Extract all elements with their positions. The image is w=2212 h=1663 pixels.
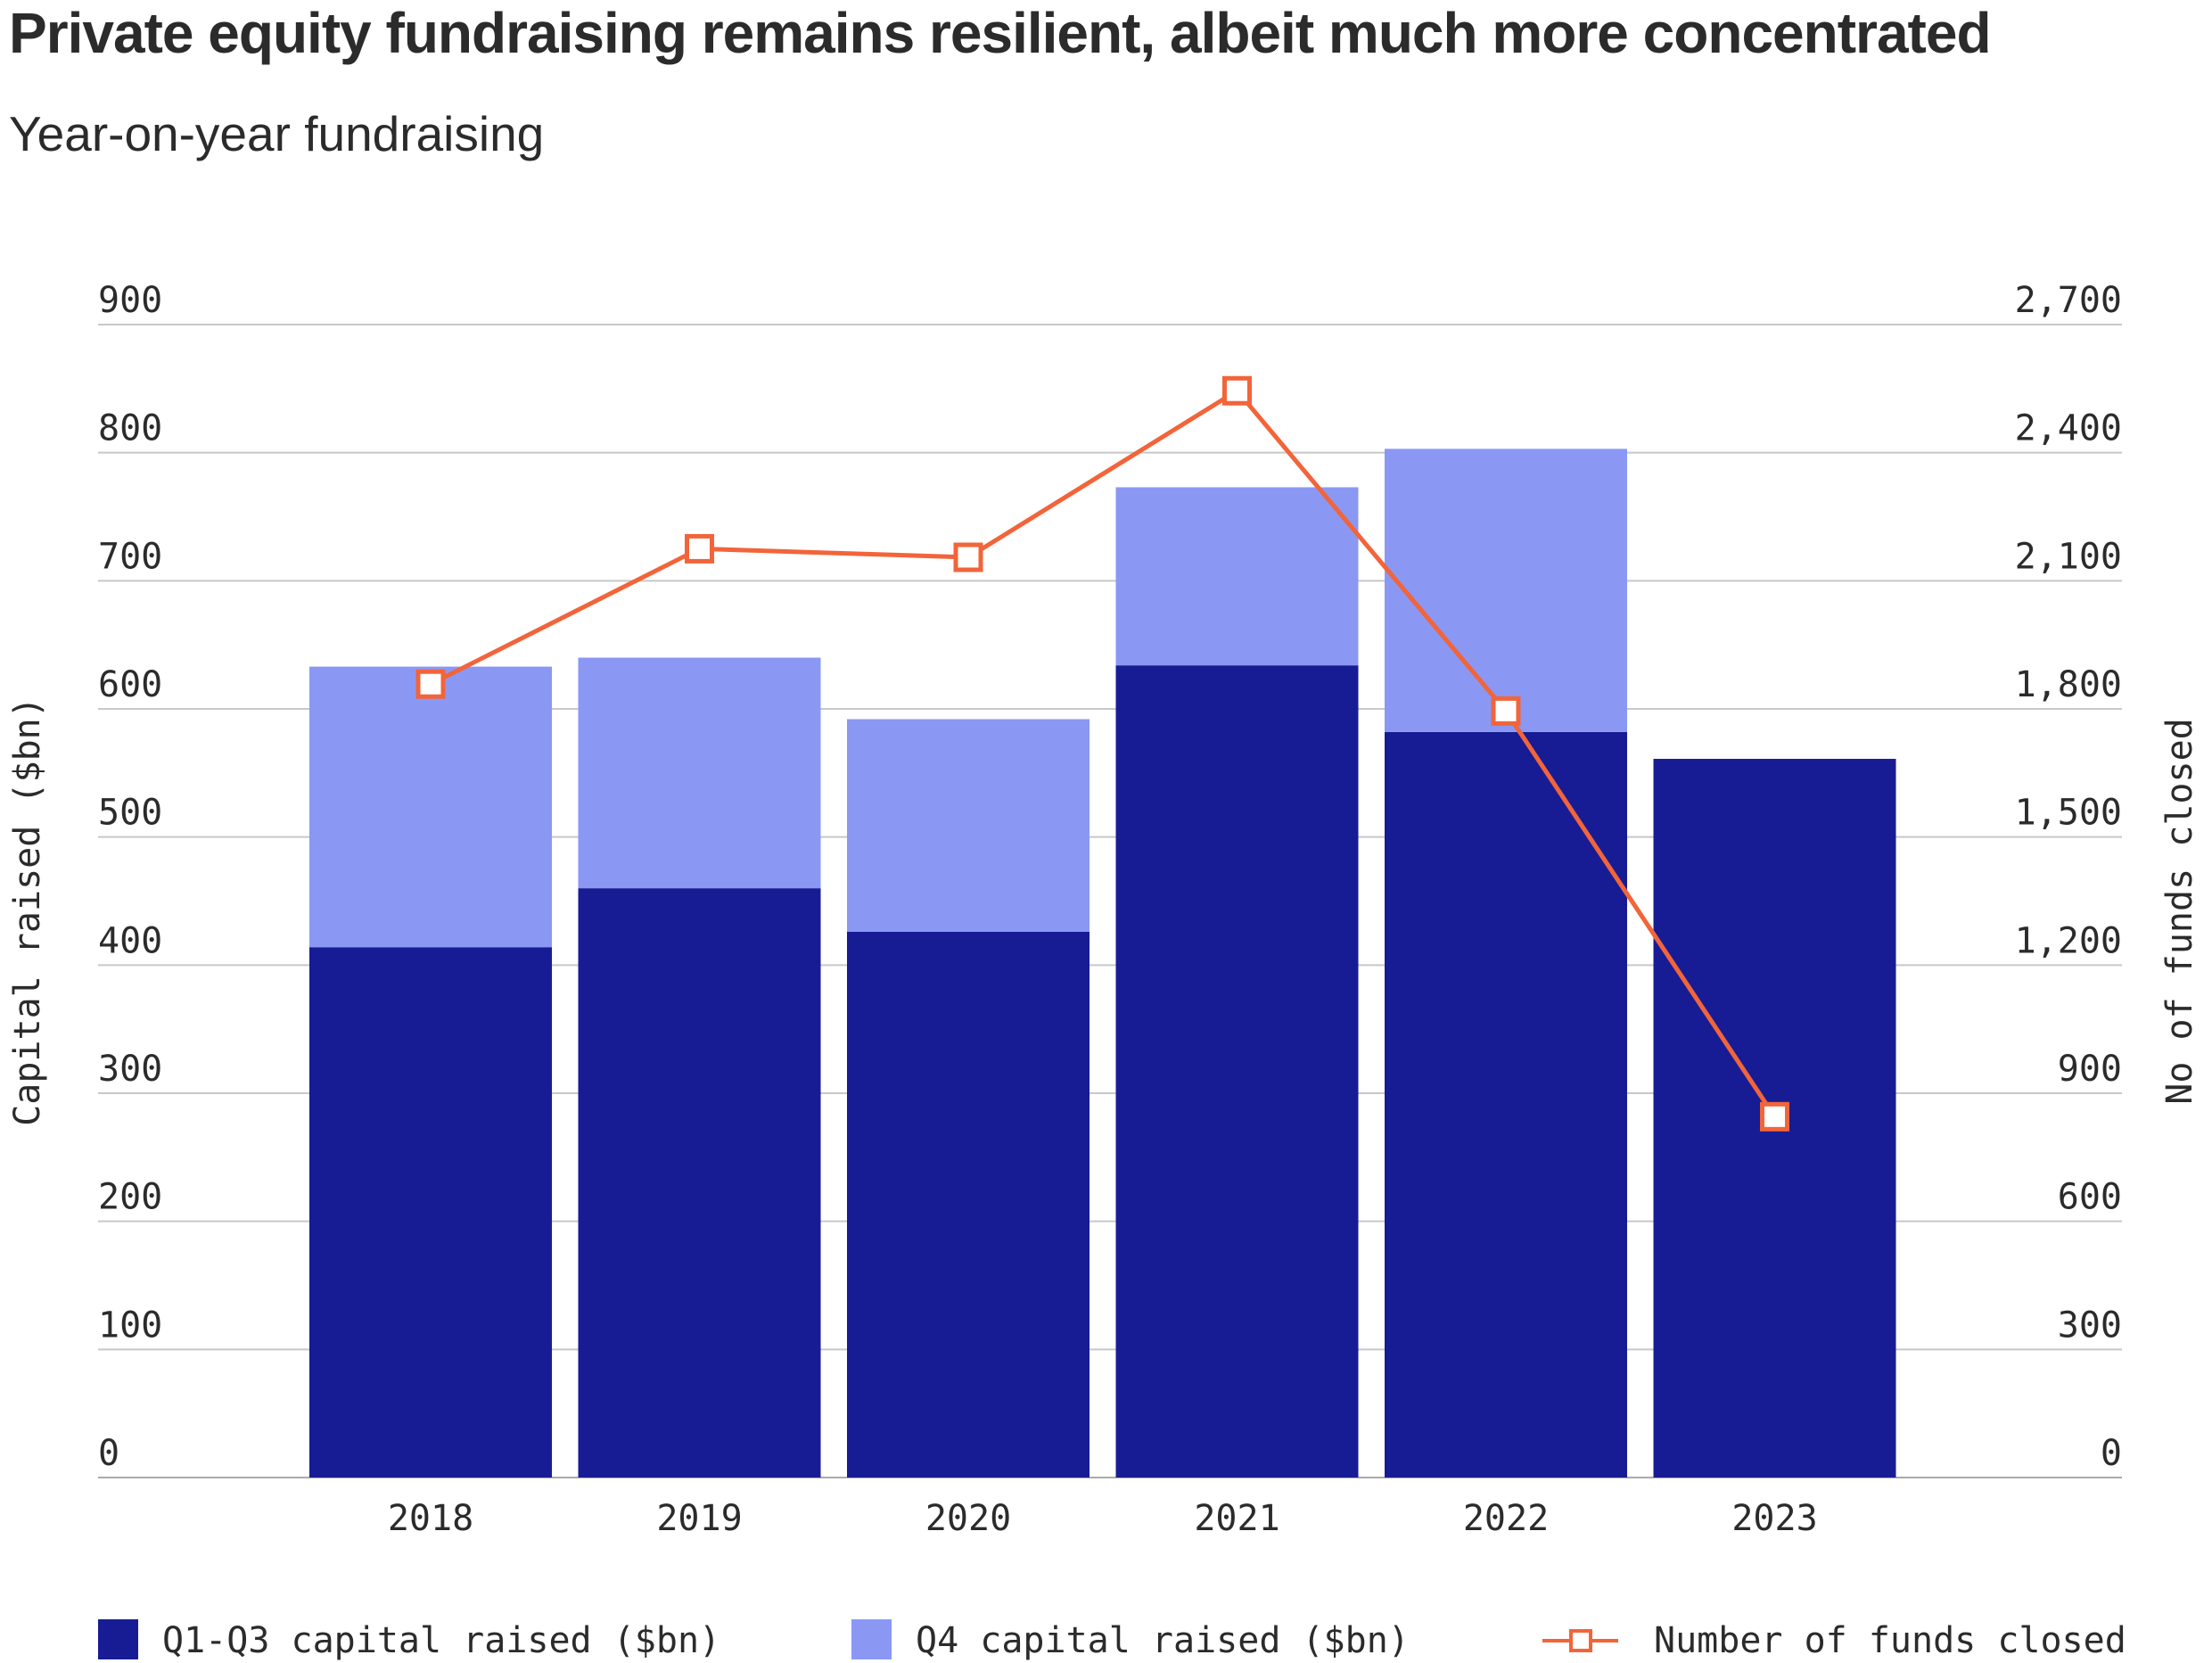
x-tick-label: 2021 (1194, 1498, 1279, 1539)
x-axis-ticks: 2018 2019 2020 2021 2022 2023 (388, 1498, 1818, 1539)
bar-q4 (578, 657, 821, 889)
left-tick-label: 700 (98, 536, 162, 577)
bar-q1-q3 (1115, 665, 1359, 1478)
right-tick-label: 300 (2058, 1305, 2122, 1346)
left-tick-label: 100 (98, 1305, 162, 1346)
funds-point (953, 542, 983, 572)
left-tick-label: 600 (98, 664, 162, 705)
funds-point (1760, 1101, 1789, 1132)
left-tick-label: 800 (98, 408, 162, 449)
legend-marker (1569, 1629, 1592, 1652)
funds-line-path (429, 388, 1777, 1118)
legend-label: Number of funds closed (1654, 1620, 2126, 1661)
left-axis-ticks: 0 100 200 300 400 500 600 700 800 900 (98, 280, 162, 1474)
funds-point (685, 533, 714, 564)
chart-title: Private equity fundraising remains resil… (9, 1, 1992, 65)
left-axis-label: Capital raised ($bn) (7, 696, 48, 1126)
bar-q1-q3 (847, 931, 1090, 1478)
right-tick-label: 0 (2101, 1433, 2122, 1474)
left-tick-label: 200 (98, 1177, 162, 1218)
x-tick-label: 2022 (1463, 1498, 1549, 1539)
right-tick-label: 900 (2058, 1049, 2122, 1090)
legend-label: Q4 capital raised ($bn) (916, 1620, 1410, 1661)
funds-point (415, 669, 446, 699)
bar-q1-q3 (578, 888, 821, 1478)
legend-label: Q1-Q3 capital raised ($bn) (162, 1620, 720, 1661)
funds-line (415, 375, 1789, 1132)
right-tick-label: 1,800 (2015, 664, 2122, 705)
funds-point (1222, 375, 1252, 406)
funds-point (1491, 696, 1521, 726)
left-tick-label: 300 (98, 1049, 162, 1090)
right-tick-label: 600 (2058, 1177, 2122, 1218)
bars (309, 449, 1896, 1478)
right-tick-label: 2,700 (2015, 280, 2122, 321)
legend: Q1-Q3 capital raised ($bn) Q4 capital rai… (98, 1619, 2126, 1661)
right-tick-label: 1,200 (2015, 920, 2122, 961)
legend-swatch (98, 1619, 138, 1659)
x-tick-label: 2023 (1731, 1498, 1817, 1539)
bar-q4 (847, 719, 1090, 932)
right-tick-label: 1,500 (2015, 793, 2122, 834)
bar-q4 (309, 666, 552, 948)
bar-q1-q3 (309, 947, 552, 1478)
left-tick-label: 500 (98, 793, 162, 834)
bar-q1-q3 (1385, 731, 1627, 1478)
left-tick-label: 400 (98, 920, 162, 961)
left-tick-label: 0 (98, 1433, 119, 1474)
right-tick-label: 2,100 (2015, 536, 2122, 577)
x-tick-label: 2019 (656, 1498, 742, 1539)
left-tick-label: 900 (98, 280, 162, 321)
right-axis-label: No of funds closed (2159, 718, 2200, 1104)
legend-swatch (851, 1619, 892, 1659)
x-tick-label: 2018 (388, 1498, 473, 1539)
right-axis-ticks: 0 300 600 900 1,200 1,500 1,800 2,100 2,400 2,700 (2015, 280, 2122, 1474)
chart-subtitle: Year-on-year fundraising (9, 106, 545, 161)
right-tick-label: 2,400 (2015, 408, 2122, 449)
bar-q4 (1115, 487, 1359, 666)
bar-q4 (1385, 449, 1627, 732)
x-tick-label: 2020 (925, 1498, 1011, 1539)
